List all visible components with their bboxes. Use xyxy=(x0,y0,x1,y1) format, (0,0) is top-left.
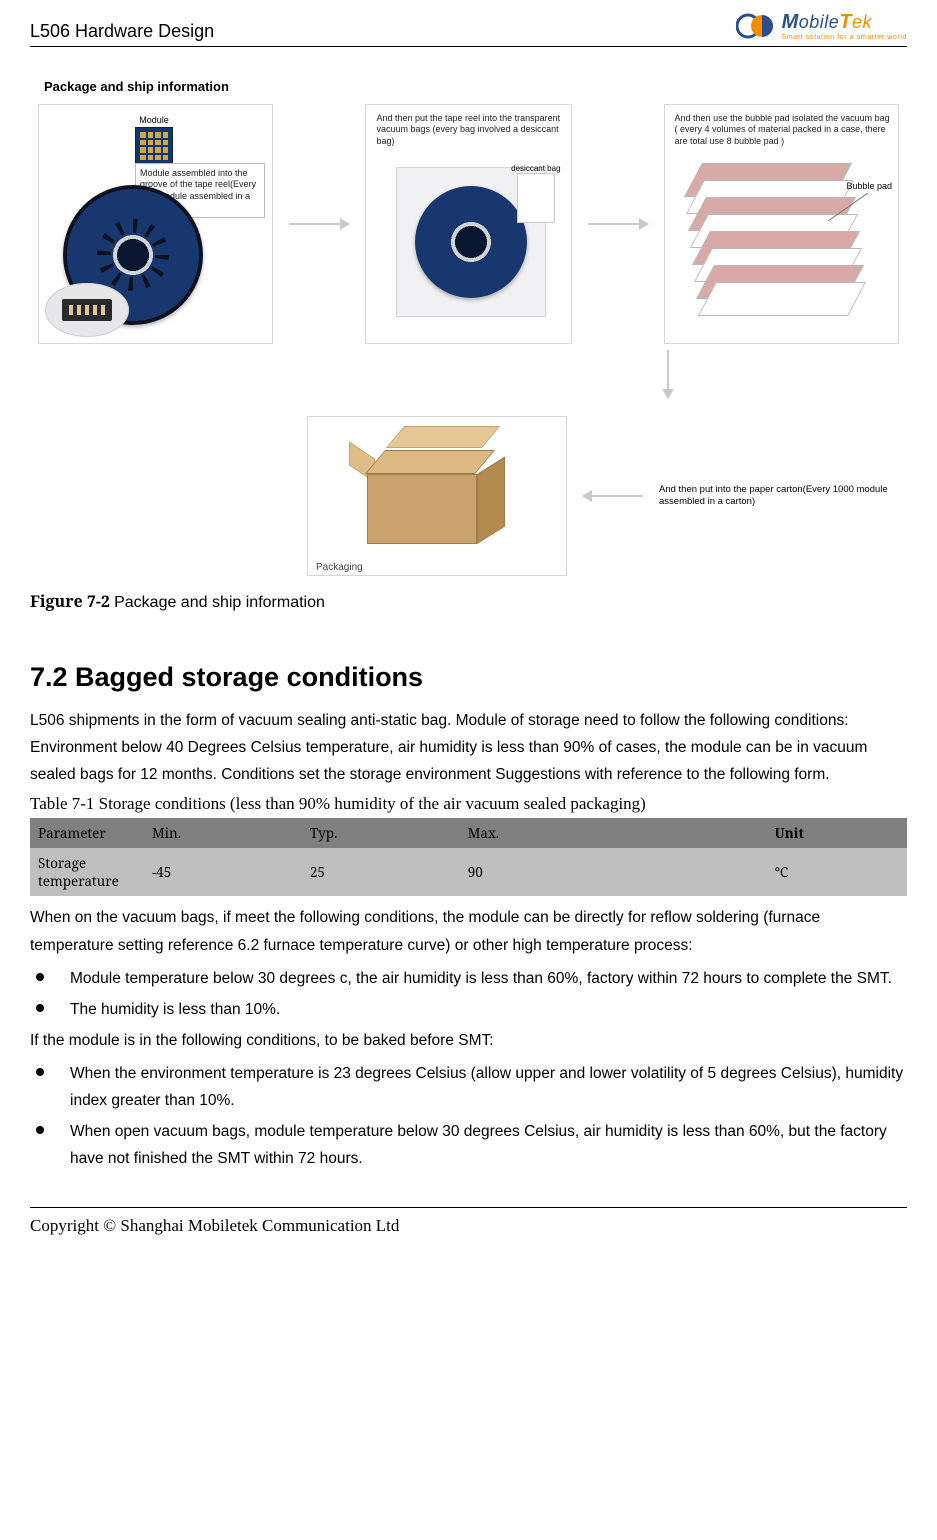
chip-inset-icon xyxy=(45,283,129,337)
table-cell: ℃ xyxy=(767,848,907,896)
list-item: When the environment temperature is 23 d… xyxy=(30,1060,907,1114)
table-cell: -45 xyxy=(144,848,302,896)
panel3-caption: And then use the bubble pad isolated the… xyxy=(675,113,893,147)
logo-name: MobileTek xyxy=(782,11,907,34)
arrow-left-icon xyxy=(583,495,643,497)
logo-tagline: Smart solution for a smarter world xyxy=(782,34,907,41)
section-heading: 7.2 Bagged storage conditions xyxy=(30,662,907,693)
desiccant-icon xyxy=(517,173,555,223)
module-icon xyxy=(135,127,173,165)
bubble-pad-label: Bubble pad xyxy=(846,181,892,191)
bubble-pad-stack-icon xyxy=(683,163,853,333)
arrow-right-icon xyxy=(588,223,648,225)
list-item: Module temperature below 30 degrees c, t… xyxy=(30,965,907,992)
table-header: Typ. xyxy=(302,818,460,848)
table-header: Unit xyxy=(767,818,907,848)
module-label: Module xyxy=(139,115,169,125)
table-cell: Storage temperature xyxy=(30,848,144,896)
infographic-title: Package and ship information xyxy=(44,79,907,94)
panel-bubble-pad: And then use the bubble pad isolated the… xyxy=(664,104,899,344)
list-item: The humidity is less than 10%. xyxy=(30,996,907,1023)
pointer-line-icon xyxy=(828,193,868,223)
paragraph-3: If the module is in the following condit… xyxy=(30,1027,907,1054)
table-header: Parameter xyxy=(30,818,144,848)
figure-caption: Figure 7-2 Package and ship information xyxy=(30,590,907,612)
panel2-caption: And then put the tape reel into the tran… xyxy=(376,113,564,147)
table-cell: 25 xyxy=(302,848,460,896)
table-caption: Table 7-1 Storage conditions (less than … xyxy=(30,794,907,814)
bullet-list-a: Module temperature below 30 degrees c, t… xyxy=(30,965,907,1023)
logo-mark-icon xyxy=(736,10,778,42)
panel-carton: Packaging xyxy=(307,416,567,576)
page-header: L506 Hardware Design MobileTek Smart sol… xyxy=(30,0,907,47)
paragraph-2: When on the vacuum bags, if meet the fol… xyxy=(30,904,907,958)
list-item: When open vacuum bags, module temperatur… xyxy=(30,1118,907,1172)
desiccant-label: desiccant bag xyxy=(511,165,560,173)
table-header: Max. xyxy=(460,818,767,848)
bullet-list-b: When the environment temperature is 23 d… xyxy=(30,1060,907,1173)
arrow-right-icon xyxy=(289,223,349,225)
panel-vacuum-bag: And then put the tape reel into the tran… xyxy=(365,104,571,344)
logo: MobileTek Smart solution for a smarter w… xyxy=(736,10,907,42)
table-header: Min. xyxy=(144,818,302,848)
panel-tape-reel: Module Module assembled into the groove … xyxy=(38,104,273,344)
doc-title: L506 Hardware Design xyxy=(30,21,214,42)
table-row: Storage temperature-452590℃ xyxy=(30,848,907,896)
arrow-down-icon xyxy=(667,350,669,398)
carton-icon xyxy=(367,448,507,544)
page-footer: Copyright © Shanghai Mobiletek Communica… xyxy=(30,1207,907,1236)
paragraph-1: L506 shipments in the form of vacuum sea… xyxy=(30,707,907,788)
package-ship-infographic: Package and ship information Module Modu… xyxy=(30,65,907,576)
packaging-label: Packaging xyxy=(316,562,363,573)
table-cell: 90 xyxy=(460,848,767,896)
panel4-caption: And then put into the paper carton(Every… xyxy=(659,484,899,509)
storage-table: ParameterMin.Typ.Max.Unit Storage temper… xyxy=(30,818,907,896)
